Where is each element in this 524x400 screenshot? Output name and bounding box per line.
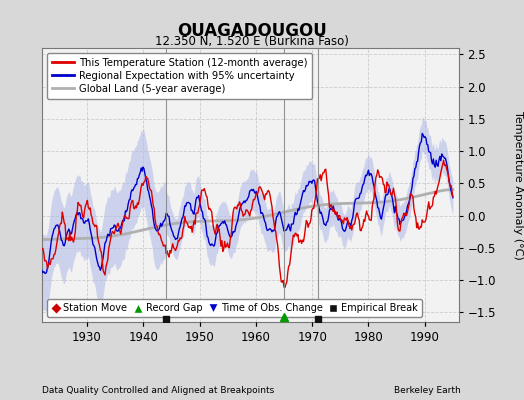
Text: Data Quality Controlled and Aligned at Breakpoints: Data Quality Controlled and Aligned at B… bbox=[42, 386, 274, 395]
Legend: Station Move, Record Gap, Time of Obs. Change, Empirical Break: Station Move, Record Gap, Time of Obs. C… bbox=[47, 299, 422, 317]
Y-axis label: Temperature Anomaly (°C): Temperature Anomaly (°C) bbox=[512, 111, 523, 259]
Text: OUAGADOUGOU: OUAGADOUGOU bbox=[177, 22, 326, 40]
Text: Berkeley Earth: Berkeley Earth bbox=[395, 386, 461, 395]
Text: 12.350 N, 1.520 E (Burkina Faso): 12.350 N, 1.520 E (Burkina Faso) bbox=[155, 35, 348, 48]
